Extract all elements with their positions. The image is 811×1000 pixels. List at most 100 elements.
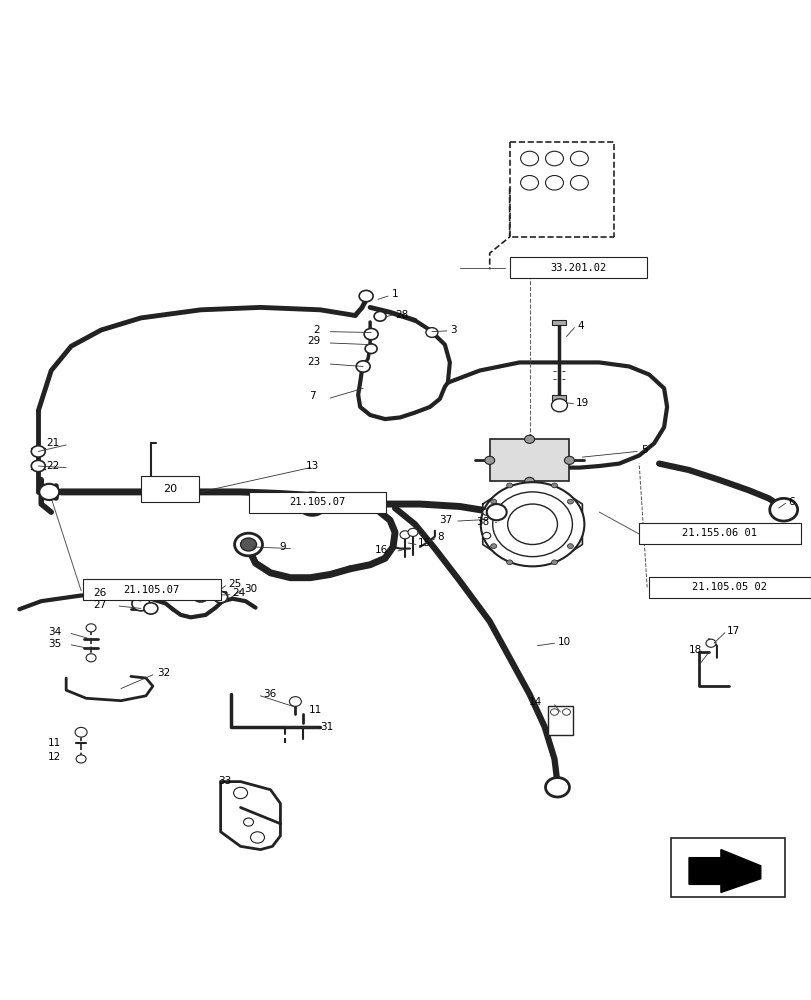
Bar <box>489 439 569 481</box>
FancyBboxPatch shape <box>83 579 221 600</box>
Ellipse shape <box>234 787 247 799</box>
Text: 5: 5 <box>641 445 647 455</box>
Ellipse shape <box>520 176 538 190</box>
Ellipse shape <box>551 399 567 412</box>
Text: 37: 37 <box>439 515 453 525</box>
Text: 1: 1 <box>392 289 398 299</box>
Ellipse shape <box>483 532 490 539</box>
Ellipse shape <box>240 538 256 551</box>
Ellipse shape <box>507 504 557 545</box>
Text: 23: 23 <box>307 357 320 367</box>
Ellipse shape <box>506 483 512 488</box>
Ellipse shape <box>32 460 45 472</box>
Ellipse shape <box>484 456 494 464</box>
Ellipse shape <box>545 778 569 797</box>
Ellipse shape <box>486 504 506 520</box>
Text: 28: 28 <box>394 310 408 320</box>
Ellipse shape <box>86 654 96 662</box>
Ellipse shape <box>298 493 326 515</box>
Ellipse shape <box>545 151 563 166</box>
Ellipse shape <box>524 477 534 485</box>
Text: 36: 36 <box>263 689 277 699</box>
Ellipse shape <box>567 544 573 549</box>
Ellipse shape <box>358 290 372 302</box>
Ellipse shape <box>550 709 558 715</box>
Text: 17: 17 <box>726 626 740 636</box>
Bar <box>547 706 573 735</box>
Text: 22: 22 <box>46 461 59 471</box>
Text: 34: 34 <box>48 627 61 637</box>
Ellipse shape <box>524 435 534 443</box>
Text: 35: 35 <box>48 639 61 649</box>
Polygon shape <box>689 850 760 892</box>
Ellipse shape <box>374 311 385 321</box>
Text: 24: 24 <box>232 588 246 598</box>
Text: 33: 33 <box>218 776 231 786</box>
Text: 26: 26 <box>92 588 106 598</box>
Text: 11: 11 <box>48 738 61 748</box>
Ellipse shape <box>506 560 512 565</box>
Text: 14: 14 <box>529 697 542 707</box>
Text: 13: 13 <box>305 461 318 471</box>
Ellipse shape <box>251 832 264 843</box>
Ellipse shape <box>86 624 96 632</box>
Ellipse shape <box>144 603 157 614</box>
FancyBboxPatch shape <box>670 838 783 897</box>
Ellipse shape <box>490 499 496 504</box>
Ellipse shape <box>400 531 410 539</box>
Text: 20: 20 <box>162 484 177 494</box>
Ellipse shape <box>490 544 496 549</box>
Ellipse shape <box>551 483 557 488</box>
Text: 6: 6 <box>787 497 794 507</box>
Text: 8: 8 <box>436 532 443 542</box>
Ellipse shape <box>564 456 573 464</box>
FancyBboxPatch shape <box>248 492 385 513</box>
Ellipse shape <box>562 709 570 715</box>
Ellipse shape <box>769 498 796 521</box>
Ellipse shape <box>567 499 573 504</box>
Ellipse shape <box>32 446 45 457</box>
FancyBboxPatch shape <box>509 257 646 278</box>
Ellipse shape <box>363 328 378 340</box>
Text: 7: 7 <box>308 391 315 401</box>
Ellipse shape <box>570 151 588 166</box>
Ellipse shape <box>213 591 227 603</box>
Ellipse shape <box>520 151 538 166</box>
Text: 29: 29 <box>307 336 320 346</box>
Text: 27: 27 <box>92 600 106 610</box>
Text: 3: 3 <box>449 325 456 335</box>
Ellipse shape <box>209 587 221 597</box>
Ellipse shape <box>426 328 437 337</box>
Bar <box>551 320 566 325</box>
Text: 16: 16 <box>375 545 388 555</box>
Bar <box>551 395 566 401</box>
Text: 21.105.05 02: 21.105.05 02 <box>692 582 766 592</box>
Ellipse shape <box>365 344 376 354</box>
Ellipse shape <box>192 589 208 602</box>
Ellipse shape <box>243 818 253 826</box>
Text: 38: 38 <box>476 517 489 527</box>
Text: 30: 30 <box>244 584 257 594</box>
Text: 15: 15 <box>418 538 431 548</box>
Ellipse shape <box>356 361 370 372</box>
Text: 12: 12 <box>48 752 61 762</box>
Ellipse shape <box>551 560 557 565</box>
Ellipse shape <box>289 697 301 706</box>
Text: 32: 32 <box>157 668 169 678</box>
Text: 25: 25 <box>229 579 242 589</box>
Text: 4: 4 <box>577 321 583 331</box>
Ellipse shape <box>545 176 563 190</box>
Text: 31: 31 <box>320 722 333 732</box>
Ellipse shape <box>483 509 490 515</box>
Ellipse shape <box>492 492 572 557</box>
Ellipse shape <box>39 484 59 500</box>
Ellipse shape <box>705 639 715 647</box>
FancyBboxPatch shape <box>648 577 809 598</box>
Text: 18: 18 <box>688 645 702 655</box>
Ellipse shape <box>570 176 588 190</box>
Ellipse shape <box>131 596 150 611</box>
Ellipse shape <box>407 528 418 536</box>
Text: 21.105.07: 21.105.07 <box>123 585 180 595</box>
Text: 21.105.07: 21.105.07 <box>289 497 345 507</box>
Ellipse shape <box>75 727 87 737</box>
